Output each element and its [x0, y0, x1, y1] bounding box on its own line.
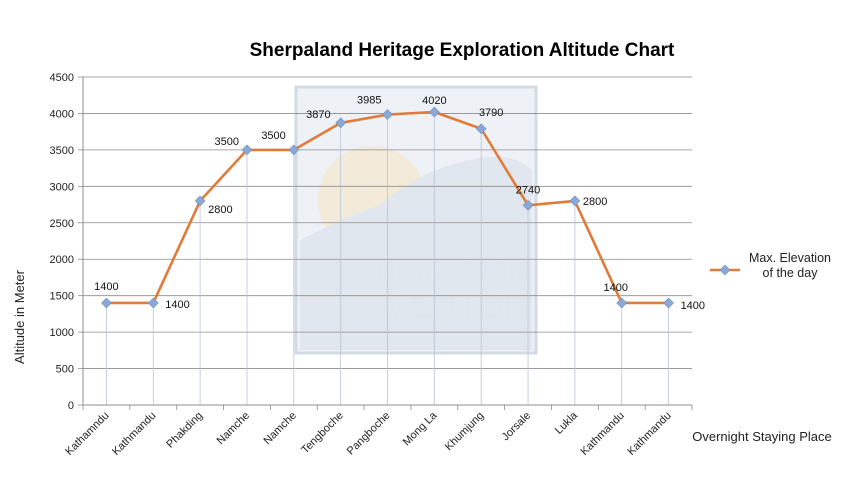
data-point [428, 106, 440, 118]
watermark-mountain [300, 156, 532, 350]
data-label: 2740 [516, 184, 540, 196]
x-category-label: Mong La [401, 409, 440, 448]
x-category-label: Phakding [164, 410, 205, 451]
data-label: 3500 [261, 130, 285, 142]
data-label: 1400 [165, 299, 189, 311]
x-category-label: Pangboche [345, 410, 393, 458]
drop-lines [106, 111, 669, 405]
data-label: 3870 [306, 109, 330, 121]
y-axis-ticks: 0 500 1000 1500 2000 2500 3000 3500 4000 4500 [50, 72, 83, 412]
data-point [522, 199, 534, 211]
axes [82, 77, 692, 406]
data-point [288, 144, 300, 156]
data-label: 3790 [479, 107, 503, 119]
x-category-label: Jorsale [500, 410, 534, 444]
data-point [569, 195, 581, 207]
y-tick-label: 4000 [50, 108, 74, 120]
y-tick-label: 3000 [50, 181, 74, 193]
data-point [241, 144, 253, 156]
y-tick-label: 0 [68, 400, 74, 412]
data-label: 4020 [422, 95, 446, 107]
y-axis-title: Altitude in Meter [12, 269, 27, 364]
data-point [382, 109, 393, 120]
data-point [475, 123, 487, 135]
x-category-label: Kathmandu [579, 410, 627, 458]
data-point [194, 195, 206, 207]
y-tick-label: 2000 [50, 254, 74, 266]
y-tick-label: 1500 [50, 291, 74, 303]
data-label: 2800 [208, 204, 232, 216]
legend-label-line2: of the day [763, 266, 819, 280]
watermark-logo: HIMALAYAN MENTOR [294, 85, 538, 355]
data-point [101, 297, 112, 309]
x-category-label: Namche [261, 410, 298, 447]
data-point [335, 117, 347, 129]
x-category-label: Kathmandu [110, 410, 158, 458]
x-category-label: Kathamndu [63, 410, 111, 458]
series-max-elevation [101, 106, 674, 309]
legend: Max. Elevation of the day [710, 251, 831, 280]
data-label: 2800 [583, 196, 607, 208]
y-tick-label: 500 [56, 364, 74, 376]
y-tick-label: 1000 [50, 327, 74, 339]
data-point [616, 297, 628, 309]
x-category-label: Lukla [553, 409, 581, 437]
x-axis-title: Overnight Staying Place [692, 429, 831, 444]
legend-label-line1: Max. Elevation [749, 251, 831, 265]
y-tick-label: 4500 [50, 72, 74, 84]
y-tick-label: 3500 [50, 145, 74, 157]
data-label: 3500 [214, 136, 238, 148]
watermark-line1: HIMALAYAN [376, 256, 527, 286]
data-label: 1400 [94, 281, 118, 293]
data-point [663, 297, 674, 309]
chart-title: Sherpaland Heritage Exploration Altitude… [250, 40, 675, 61]
x-category-label: Tengboche [299, 410, 346, 457]
data-labels: 1400 1400 2800 3500 3500 3870 3985 4020 3790 2740… [94, 95, 705, 312]
data-point [147, 297, 159, 309]
data-label: 1400 [681, 300, 705, 312]
watermark-line2: MENTOR [382, 288, 529, 326]
y-tick-label: 2500 [50, 218, 74, 230]
data-label: 3985 [357, 95, 381, 107]
x-category-label: Namche [215, 410, 252, 447]
legend-marker-swatch [719, 264, 731, 276]
x-category-label: Khumjung [443, 410, 487, 454]
data-label: 1400 [603, 282, 627, 294]
x-category-label: Kathmandu [625, 410, 673, 458]
